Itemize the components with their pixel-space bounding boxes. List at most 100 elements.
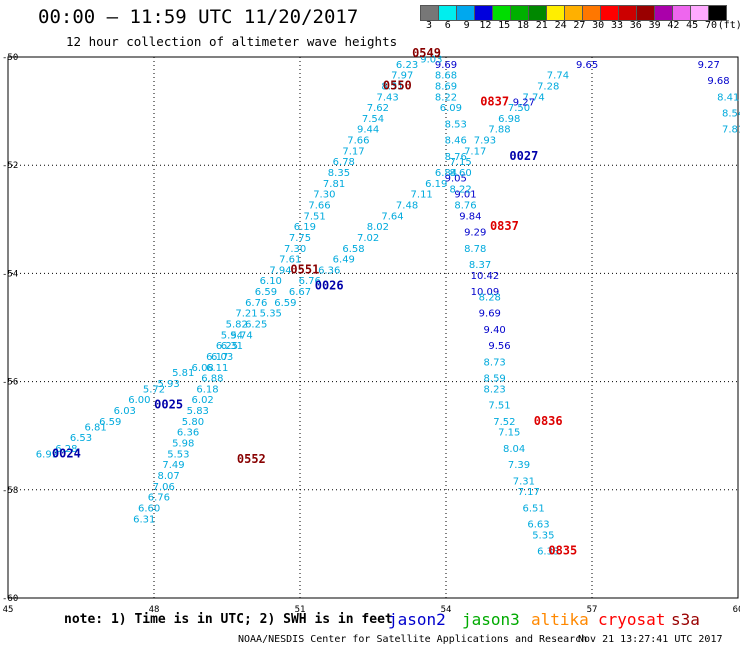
color-scale-label: 36: [629, 20, 642, 31]
wave-height-label: 6.02: [192, 395, 214, 406]
wave-height-label: 5.72: [143, 384, 165, 395]
wave-height-label: 9.27: [698, 60, 720, 71]
color-scale-label: 9: [463, 20, 470, 31]
wave-height-label: 6.81: [84, 422, 106, 433]
color-scale-bar: [420, 5, 727, 21]
y-tick-label: -52: [2, 161, 18, 171]
wave-height-label: 6.63: [527, 520, 549, 531]
wave-height-label: 8.23: [484, 384, 506, 395]
x-tick-label: 54: [441, 605, 452, 615]
pass-time-label: 0025: [154, 398, 183, 412]
color-scale-label: 6: [444, 20, 451, 31]
wave-height-label: 7.51: [488, 401, 510, 412]
wave-height-label: 7.66: [308, 200, 330, 211]
wave-height-label: 9.69: [435, 60, 457, 71]
chart-subtitle: 12 hour collection of altimeter wave hei…: [66, 34, 398, 49]
wave-height-label: 6.36: [318, 265, 340, 276]
wave-height-label: 6.31: [221, 341, 243, 352]
wave-height-label: 6.51: [522, 503, 544, 514]
wave-height-label: 9.40: [484, 325, 506, 336]
wave-height-label: 7.02: [357, 233, 379, 244]
wave-height-label: 7.21: [235, 309, 257, 320]
wave-height-label: 9.56: [488, 341, 510, 352]
pass-time-label: 0027: [509, 149, 538, 163]
wave-height-label: 9.27: [513, 98, 535, 109]
wave-height-label: 7.39: [508, 460, 530, 471]
wave-height-label: 6.33: [537, 547, 559, 558]
wave-height-label: 7.48: [396, 200, 418, 211]
x-tick-label: 51: [295, 605, 306, 615]
color-scale-label: 21: [535, 20, 548, 31]
wave-height-label: 7.06: [153, 482, 175, 493]
wave-height-label: 6.31: [133, 514, 155, 525]
wave-height-label: 8.78: [464, 244, 486, 255]
note-text: note: 1) Time is in UTC; 2) SWH is in fe…: [64, 612, 393, 627]
wave-height-label: 8.02: [367, 222, 389, 233]
y-tick-label: -58: [2, 486, 18, 496]
wave-height-label: 6.18: [196, 384, 218, 395]
wave-height-label: 8.59: [484, 374, 506, 385]
wave-height-label: 6.59: [255, 287, 277, 298]
color-scale-label: 39: [648, 20, 661, 31]
y-tick-label: -50: [2, 53, 18, 63]
wave-height-label: 7.17: [518, 487, 540, 498]
pass-time-label: 0836: [534, 414, 563, 428]
wave-height-label: 7.81: [323, 179, 345, 190]
wave-height-label: 7.66: [347, 136, 369, 147]
wave-height-label: 7.30: [313, 190, 335, 201]
wave-height-label: 6.78: [333, 157, 355, 168]
wave-height-label: 6.76: [245, 298, 267, 309]
wave-height-label: 8.73: [484, 357, 506, 368]
wave-height-label: 7.43: [376, 92, 398, 103]
wave-height-label: 6.19: [425, 179, 447, 190]
wave-height-label: 5.80: [182, 417, 204, 428]
wave-height-label: 5.81: [172, 368, 194, 379]
legend-s3a: s3a: [671, 610, 700, 629]
wave-height-label: 6.49: [333, 255, 355, 266]
wave-height-label: 7.97: [391, 71, 413, 82]
wave-height-label: 5.82: [226, 320, 248, 331]
wave-height-label: 8.60: [449, 168, 471, 179]
wave-height-label: 7.15: [449, 157, 471, 168]
wave-height-label: 8.76: [445, 152, 467, 163]
wave-height-label: 6.99: [36, 449, 58, 460]
wave-height-label: 6.17: [206, 352, 228, 363]
wave-height-label: 6.88: [201, 374, 223, 385]
wave-height-label: 9.84: [459, 211, 481, 222]
color-scale-cell: [708, 5, 727, 21]
wave-height-label: 7.15: [498, 428, 520, 439]
color-scale-label: 70: [704, 20, 718, 31]
wave-height-label: 6.23: [396, 60, 418, 71]
x-tick-label: 60: [733, 605, 740, 615]
wave-height-label: 8.41: [717, 92, 739, 103]
wave-height-label: 6.19: [294, 222, 316, 233]
pass-time-label: 0024: [52, 446, 81, 460]
pass-time-label: 0835: [548, 544, 577, 558]
wave-height-label: 6.11: [206, 363, 228, 374]
wave-height-label: 7.28: [537, 81, 559, 92]
wave-height-label: 8.46: [445, 136, 467, 147]
wave-height-label: 8.04: [503, 444, 525, 455]
wave-height-label: 6.59: [99, 417, 121, 428]
wave-height-label: 6.58: [342, 244, 364, 255]
wave-height-label: 9.68: [707, 76, 729, 87]
wave-height-label: 7.93: [474, 136, 496, 147]
pass-time-label: 0837: [480, 95, 509, 109]
wave-height-label: 6.76: [299, 276, 321, 287]
wave-height-label: 6.98: [498, 114, 520, 125]
wave-height-label: 10.42: [471, 271, 500, 282]
wave-height-label: 8.37: [469, 260, 491, 271]
pass-time-label: 0552: [237, 452, 266, 466]
wave-height-label: 7.17: [464, 146, 486, 157]
color-scale-label: 30: [592, 20, 605, 31]
wave-height-label: 7.94: [269, 265, 291, 276]
x-tick-label: 57: [587, 605, 598, 615]
wave-height-label: 5.83: [187, 406, 209, 417]
wave-height-label: 6.03: [211, 352, 233, 363]
pass-time-label: 0837: [490, 219, 519, 233]
wave-height-label: 8.76: [454, 200, 476, 211]
wave-height-label: 9.69: [479, 309, 501, 320]
color-scale-label: 15: [498, 20, 511, 31]
wave-height-label: 10.09: [471, 287, 500, 298]
